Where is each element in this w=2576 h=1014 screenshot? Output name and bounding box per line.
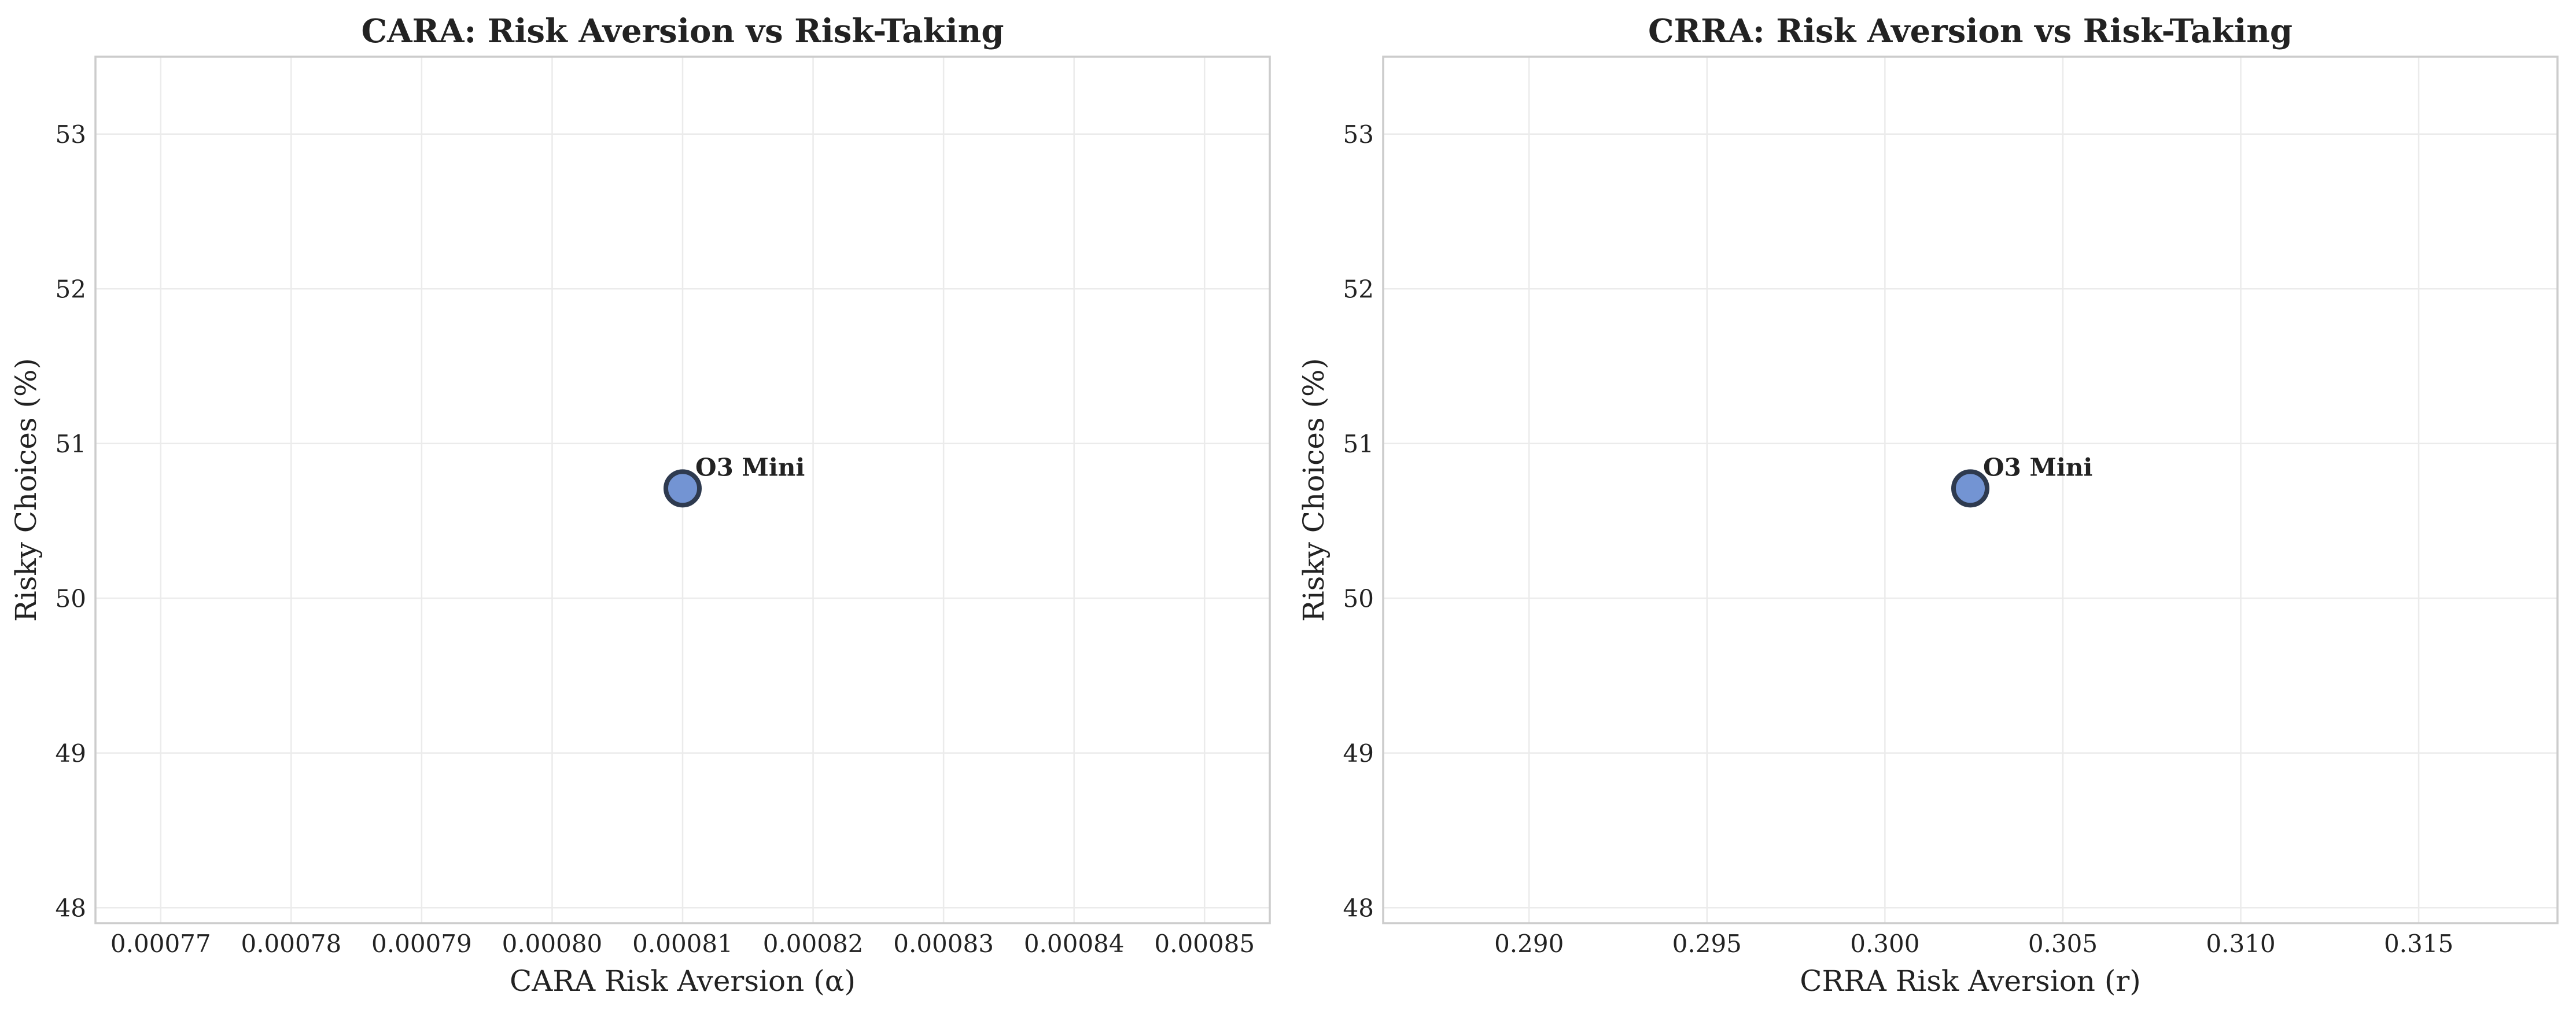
crra-panel: CRRA: Risk Aversion vs Risk-Taking CRRA …: [1297, 12, 2559, 998]
cara-x-tick-label: 0.00077: [110, 930, 211, 958]
crra-y-ticks: 48 49 50 51 52 53: [1343, 120, 1374, 923]
cara-y-tick-label: 51: [56, 430, 86, 458]
crra-plot-frame: [1382, 56, 2559, 924]
cara-x-tick-label: 0.00083: [893, 930, 994, 958]
crra-point-annotation: O3 Mini: [1983, 453, 2092, 481]
crra-y-axis-label: Risky Choices (%): [1297, 358, 1331, 622]
crra-y-tick-label: 52: [1343, 275, 1374, 303]
cara-plot-frame: [94, 56, 1271, 924]
crra-x-tick-label: 0.295: [1672, 930, 1742, 958]
cara-y-tick-label: 48: [56, 894, 86, 922]
crra-data-point: [1951, 469, 1989, 508]
cara-x-tick-label: 0.00085: [1154, 930, 1255, 958]
crra-points: O3 Mini: [1951, 453, 2092, 508]
cara-data-point: [664, 469, 702, 508]
cara-x-tick-label: 0.00082: [763, 930, 864, 958]
crra-y-tick-label: 51: [1343, 430, 1374, 458]
crra-x-tick-label: 0.290: [1494, 930, 1564, 958]
cara-y-tick-label: 50: [56, 584, 86, 613]
cara-y-ticks: 48 49 50 51 52 53: [56, 120, 86, 923]
cara-x-axis-label: CARA Risk Aversion (α): [510, 964, 856, 998]
cara-x-tick-label: 0.00081: [632, 930, 733, 958]
crra-x-axis-label: CRRA Risk Aversion (r): [1800, 964, 2141, 998]
cara-x-tick-label: 0.00079: [371, 930, 472, 958]
crra-x-tick-label: 0.305: [2028, 930, 2098, 958]
crra-x-tick-label: 0.300: [1850, 930, 1919, 958]
crra-y-tick-label: 49: [1343, 739, 1374, 768]
crra-gridlines: [1383, 57, 2557, 923]
cara-y-axis-label: Risky Choices (%): [9, 358, 43, 622]
cara-y-tick-label: 49: [56, 739, 86, 768]
crra-y-tick-label: 48: [1343, 894, 1374, 922]
crra-y-tick-label: 50: [1343, 584, 1374, 613]
crra-x-ticks: 0.290 0.295 0.300 0.305 0.310 0.315: [1494, 930, 2453, 958]
cara-x-tick-label: 0.00078: [241, 930, 341, 958]
cara-panel: CARA: Risk Aversion vs Risk-Taking CARA …: [9, 12, 1271, 998]
cara-y-tick-label: 52: [56, 275, 86, 303]
cara-x-tick-label: 0.00084: [1024, 930, 1125, 958]
crra-x-tick-label: 0.315: [2384, 930, 2453, 958]
crra-x-tick-label: 0.310: [2206, 930, 2275, 958]
cara-points: O3 Mini: [664, 453, 805, 508]
cara-y-tick-label: 53: [56, 120, 86, 149]
cara-title: CARA: Risk Aversion vs Risk-Taking: [362, 12, 1004, 50]
crra-y-tick-label: 53: [1343, 120, 1374, 149]
cara-x-ticks: 0.00077 0.00078 0.00079 0.00080 0.00081 0.000…: [110, 930, 1255, 958]
crra-title: CRRA: Risk Aversion vs Risk-Taking: [1648, 12, 2293, 50]
cara-x-tick-label: 0.00080: [502, 930, 603, 958]
cara-point-annotation: O3 Mini: [695, 453, 805, 481]
